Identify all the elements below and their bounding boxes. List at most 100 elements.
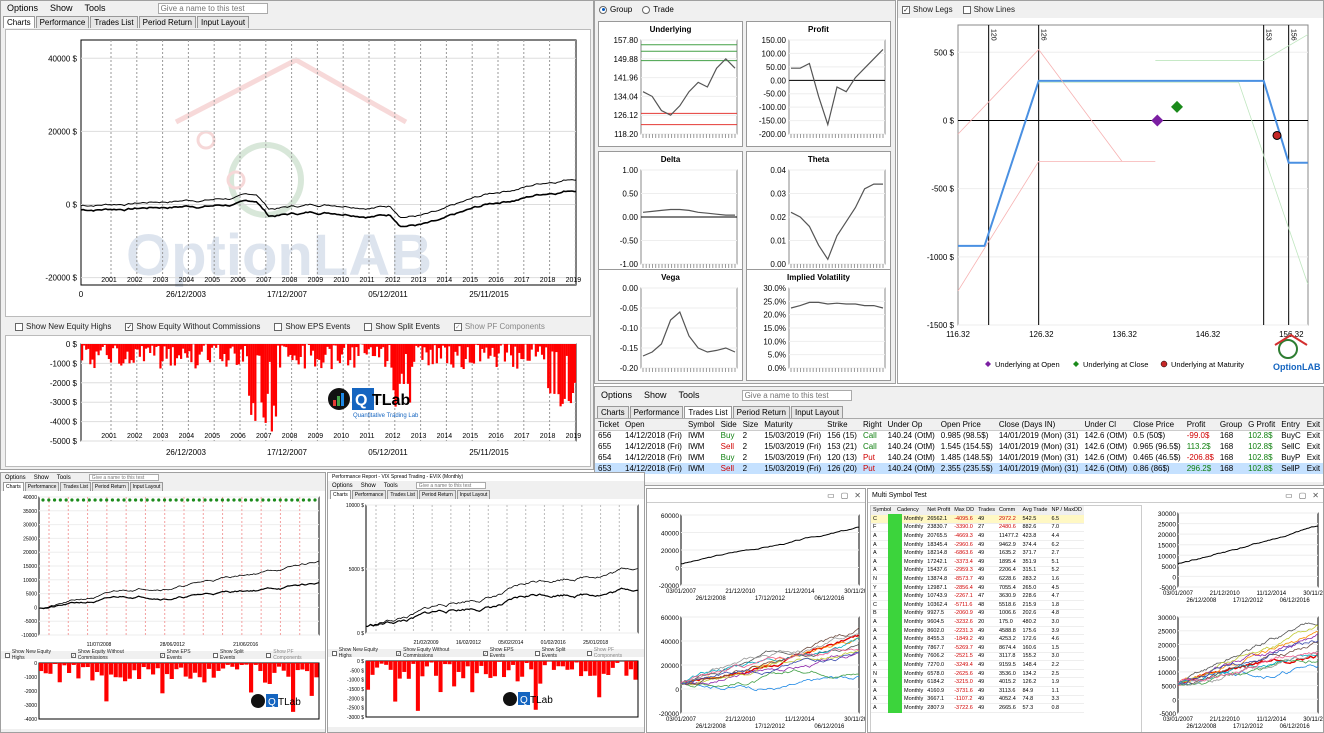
multi-symbol-row[interactable]: Y Monthly 12987.1 -2856.4 49 7055.4 265.0 4.5: [871, 583, 1084, 593]
trades-column-header[interactable]: Open: [622, 419, 685, 431]
tab-trades-list[interactable]: Trades List: [90, 16, 138, 28]
multi-column-header[interactable]: Max DD: [952, 506, 977, 516]
small-tab-input-layout[interactable]: Input Layout: [129, 482, 164, 491]
trade-row[interactable]: 653 14/12/2018 (Fri) IWM Sell 2 15/03/2019 (F…: [595, 463, 1323, 474]
group-radio[interactable]: Group: [599, 5, 632, 14]
trades-column-header[interactable]: Profit: [1183, 419, 1217, 431]
small-menu-show[interactable]: Show: [33, 474, 49, 481]
trades-column-header[interactable]: Symbol: [684, 419, 718, 431]
small-menu-options[interactable]: Options: [5, 474, 26, 481]
menu-tools[interactable]: Tools: [84, 3, 106, 13]
small-option-checkbox[interactable]: ✓ Show Equity Without Commissions: [396, 647, 450, 659]
small-tab-period-return[interactable]: Period Return: [91, 482, 129, 491]
multi-symbol-row[interactable]: C Monthly 26562.1 -4095.6 49 2972.2 542.5 6.5: [871, 514, 1084, 524]
multi-column-header[interactable]: Comm: [997, 506, 1021, 516]
multi-symbol-row[interactable]: A Monthly 17242.1 -3373.4 49 1895.4 351.9 5.1: [871, 557, 1084, 567]
vix-menu-tools[interactable]: Tools: [383, 482, 398, 489]
small-option-checkbox[interactable]: Show New Equity Highs: [5, 649, 63, 661]
multi-symbol-row[interactable]: A Monthly 8602.0 -2231.3 49 4588.8 175.6 3.9: [871, 626, 1084, 636]
trades-column-header[interactable]: Size: [739, 419, 762, 431]
trades-tab-performance[interactable]: Performance: [629, 406, 684, 418]
small-option-checkbox[interactable]: ✓ Show Equity Without Commissions: [70, 649, 124, 661]
trades-column-header[interactable]: Under Op: [884, 419, 938, 431]
vix-tab-input-layout[interactable]: Input Layout: [456, 490, 491, 499]
small-option-checkbox[interactable]: Show PF Components: [266, 649, 321, 661]
ms-maximize-icon[interactable]: ▢: [1298, 491, 1307, 500]
ms-minimize-icon[interactable]: ▭: [1285, 491, 1293, 500]
trades-tab-input-layout[interactable]: Input Layout: [791, 406, 844, 418]
show-lines-checkbox[interactable]: Show Lines: [962, 5, 1015, 14]
trades-tab-period-return[interactable]: Period Return: [732, 406, 790, 418]
close-icon[interactable]: ✕: [854, 491, 861, 500]
show-legs-checkbox[interactable]: ✓ Show Legs: [902, 5, 953, 14]
trades-column-header[interactable]: Close Price: [1130, 419, 1184, 431]
multi-symbol-row[interactable]: A Monthly 7606.2 -2521.5 49 3117.8 155.2 3.0: [871, 652, 1084, 662]
trades-column-header[interactable]: Strike: [824, 419, 860, 431]
small-tab-charts[interactable]: Charts: [3, 482, 24, 491]
multi-symbol-row[interactable]: A Monthly 9604.5 -3232.6 20 175.0 480.2 3.0: [871, 617, 1084, 627]
multi-symbol-row[interactable]: B Monthly 9927.5 -2060.9 49 1006.6 202.6 4.8: [871, 609, 1084, 619]
multi-symbol-row[interactable]: A Monthly 18345.4 -2960.6 49 9462.9 374.4 6.2: [871, 540, 1084, 550]
multi-symbol-row[interactable]: A Monthly 20765.5 -4669.3 49 11477.2 423.8 4.4: [871, 531, 1084, 541]
trades-tab-charts[interactable]: Charts: [597, 406, 629, 418]
trades-column-header[interactable]: Under Cl: [1081, 419, 1131, 431]
multi-symbol-row[interactable]: A Monthly 18214.8 -6863.6 49 1635.2 371.7 2.7: [871, 548, 1084, 559]
small-option-checkbox[interactable]: ✓ Show EPS Events: [482, 647, 514, 659]
small-test-name-input[interactable]: [88, 474, 159, 481]
multi-symbol-row[interactable]: N Monthly 6578.0 -2625.6 49 3536.0 134.2 2.5: [871, 669, 1084, 679]
trades-column-header[interactable]: Side: [717, 419, 740, 431]
multi-symbol-row[interactable]: A Monthly 6184.2 -3215.0 49 4015.2 126.2 1.9: [871, 677, 1084, 687]
menu-show[interactable]: Show: [50, 3, 73, 13]
trades-column-header[interactable]: Right: [859, 419, 885, 431]
trades-column-header[interactable]: Maturity: [761, 419, 825, 431]
multi-symbol-row[interactable]: N Monthly 13874.8 -8573.7 49 6228.6 283.2 1.6: [871, 574, 1084, 584]
trade-row[interactable]: 656 14/12/2018 (Fri) IWM Buy 2 15/03/2019 (Fr…: [595, 430, 1323, 441]
multi-symbol-row[interactable]: A Monthly 2807.9 -3722.6 49 2665.6 57.3 0.8: [871, 703, 1084, 713]
trades-menu-options[interactable]: Options: [601, 390, 633, 400]
multi-column-header[interactable]: Trades: [976, 506, 997, 516]
small-option-checkbox[interactable]: ✓ Show EPS Events: [159, 649, 191, 661]
trades-menu-show[interactable]: Show: [644, 390, 667, 400]
small-option-checkbox[interactable]: Show Split Events: [213, 649, 258, 661]
vix-test-name-input[interactable]: [415, 482, 486, 489]
trades-column-header[interactable]: Ticket: [595, 419, 623, 431]
multi-symbol-row[interactable]: F Monthly 23830.7 -3390.0 27 2480.6 882.6 7.0: [871, 523, 1084, 533]
vix-tab-trades-list[interactable]: Trades List: [387, 490, 418, 499]
tab-charts[interactable]: Charts: [3, 16, 35, 28]
multi-column-header[interactable]: Net Profit: [925, 506, 953, 516]
trades-column-header[interactable]: Entry: [1278, 419, 1304, 431]
trade-row[interactable]: 655 14/12/2018 (Fri) IWM Sell 2 15/03/2019 (F…: [595, 441, 1323, 452]
multi-symbol-row[interactable]: A Monthly 8455.3 -1849.2 49 4253.2 172.6 4.6: [871, 634, 1084, 644]
multi-symbol-row[interactable]: A Monthly 7270.0 -3249.4 49 9159.5 148.4 2.2: [871, 660, 1084, 670]
trades-column-header[interactable]: Exit: [1303, 419, 1323, 431]
minimize-icon[interactable]: ▭: [827, 491, 835, 500]
menu-options[interactable]: Options: [7, 3, 39, 13]
test-name-input[interactable]: [157, 2, 268, 14]
multi-symbol-row[interactable]: C Monthly 10362.4 -5711.6 48 5518.6 215.9 1.8: [871, 600, 1084, 610]
multi-column-header[interactable]: NP / MaxDD: [1049, 506, 1084, 516]
small-option-checkbox[interactable]: Show New Equity Highs: [332, 647, 388, 659]
vix-menu-options[interactable]: Options: [332, 482, 353, 489]
show-equity-without-commissions-checkbox[interactable]: ✓ Show Equity Without Commissions: [125, 322, 261, 331]
trade-radio[interactable]: Trade: [642, 5, 674, 14]
trade-row[interactable]: 654 14/12/2018 (Fri) IWM Buy 2 15/03/2019 (Fr…: [595, 452, 1323, 463]
vix-tab-charts[interactable]: Charts: [330, 490, 351, 499]
tab-input-layout[interactable]: Input Layout: [197, 16, 250, 28]
maximize-icon[interactable]: ▢: [840, 491, 849, 500]
trades-test-name-input[interactable]: [741, 389, 852, 401]
small-tab-trades-list[interactable]: Trades List: [60, 482, 91, 491]
show-split-events-checkbox[interactable]: Show Split Events: [364, 322, 440, 331]
trades-menu-tools[interactable]: Tools: [678, 390, 700, 400]
multi-column-header[interactable]: Cadency: [895, 506, 926, 516]
trades-tab-trades-list[interactable]: Trades List: [684, 406, 732, 418]
vix-menu-show[interactable]: Show: [360, 482, 376, 489]
show-eps-events-checkbox[interactable]: Show EPS Events: [274, 322, 350, 331]
multi-symbol-row[interactable]: A Monthly 15437.6 -2959.3 49 2206.4 315.1 5.2: [871, 566, 1084, 576]
small-option-checkbox[interactable]: Show PF Components: [586, 647, 640, 659]
vix-tab-performance[interactable]: Performance: [351, 490, 387, 499]
multi-column-header[interactable]: Avg Trade: [1020, 506, 1050, 516]
tab-period-return[interactable]: Period Return: [138, 16, 196, 28]
trades-column-header[interactable]: G Profit: [1245, 419, 1279, 431]
multi-symbol-row[interactable]: A Monthly 7867.7 -5269.7 49 8674.4 160.6 1.5: [871, 643, 1084, 653]
trades-column-header[interactable]: Close (Days IN): [995, 419, 1082, 431]
